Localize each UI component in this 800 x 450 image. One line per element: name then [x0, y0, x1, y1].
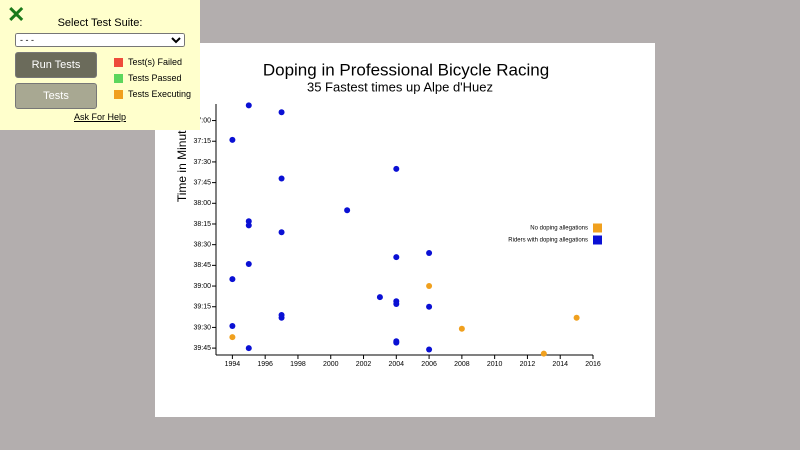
legend-swatch: [593, 235, 602, 245]
y-tick-label: 39:00: [193, 283, 211, 290]
tests-button[interactable]: Tests: [15, 83, 97, 109]
point: [393, 254, 400, 261]
point: [245, 102, 252, 109]
point: [278, 109, 285, 116]
x-tick-label: 2000: [323, 361, 339, 368]
y-tick-label: 38:15: [193, 221, 211, 228]
point: [278, 314, 285, 321]
legend-item: Tests Passed: [114, 73, 182, 84]
x-tick-label: 1998: [290, 361, 306, 368]
close-icon[interactable]: ✕: [7, 2, 26, 27]
point: [426, 303, 433, 310]
test-panel: ✕ Select Test Suite: - - - Run Tests Tes…: [0, 0, 200, 130]
point: [393, 165, 400, 172]
x-tick-label: 2008: [454, 361, 470, 368]
help-link[interactable]: Ask For Help: [73, 112, 126, 122]
x-tick-label: 1996: [257, 361, 273, 368]
point: [458, 325, 465, 332]
point: [229, 323, 236, 330]
point: [426, 283, 433, 290]
y-tick-label: 37:15: [193, 138, 211, 145]
point: [393, 300, 400, 307]
legend-swatch: [593, 223, 602, 233]
x-tick-label: 2014: [552, 361, 568, 368]
y-tick-label: 38:00: [193, 200, 211, 207]
y-tick-label: 37:45: [193, 179, 211, 186]
chart-subtitle: 35 Fastest times up Alpe d'Huez: [307, 79, 493, 94]
point: [245, 222, 252, 229]
y-tick-label: 39:30: [193, 324, 211, 331]
point: [278, 175, 285, 182]
y-tick-label: 38:30: [193, 242, 211, 249]
x-tick-label: 2010: [487, 361, 503, 368]
y-tick-label: 39:15: [193, 304, 211, 311]
chart-title: Doping in Professional Bicycle Racing: [263, 60, 549, 79]
point: [245, 218, 252, 225]
point: [278, 229, 285, 236]
point: [245, 260, 252, 267]
x-tick-label: 2002: [356, 361, 372, 368]
panel-heading: Select Test Suite:: [57, 17, 143, 29]
point: [393, 339, 400, 346]
suite-select[interactable]: - - -: [15, 33, 185, 47]
point: [229, 276, 236, 283]
x-tick-label: 2006: [421, 361, 437, 368]
point: [229, 334, 236, 341]
x-tick-label: 2016: [585, 361, 601, 368]
run-tests-button[interactable]: Run Tests: [15, 52, 97, 78]
x-tick-label: 2004: [389, 361, 405, 368]
point: [376, 294, 383, 301]
point: [344, 207, 351, 214]
y-axis-label: Time in Minutes: [175, 118, 189, 202]
point: [573, 314, 580, 321]
legend-label: Riders with doping allegations: [508, 238, 588, 244]
legend-item: Tests Executing: [114, 89, 192, 100]
legend-item: Test(s) Failed: [114, 57, 183, 68]
legend-label: No doping allegations: [530, 226, 588, 232]
x-tick-label: 2012: [520, 361, 536, 368]
legend-label: Tests Executing: [128, 89, 192, 99]
point: [245, 345, 252, 352]
legend-label: Test(s) Failed: [128, 57, 183, 67]
point: [540, 350, 547, 357]
y-tick-label: 38:45: [193, 262, 211, 269]
point: [426, 249, 433, 256]
point: [229, 136, 236, 143]
x-tick-label: 1994: [225, 361, 241, 368]
legend-label: Tests Passed: [128, 73, 182, 83]
point: [426, 346, 433, 353]
y-tick-label: 37:30: [193, 159, 211, 166]
y-tick-label: 39:45: [193, 345, 211, 352]
y-tick-label: 37:00: [193, 117, 211, 124]
